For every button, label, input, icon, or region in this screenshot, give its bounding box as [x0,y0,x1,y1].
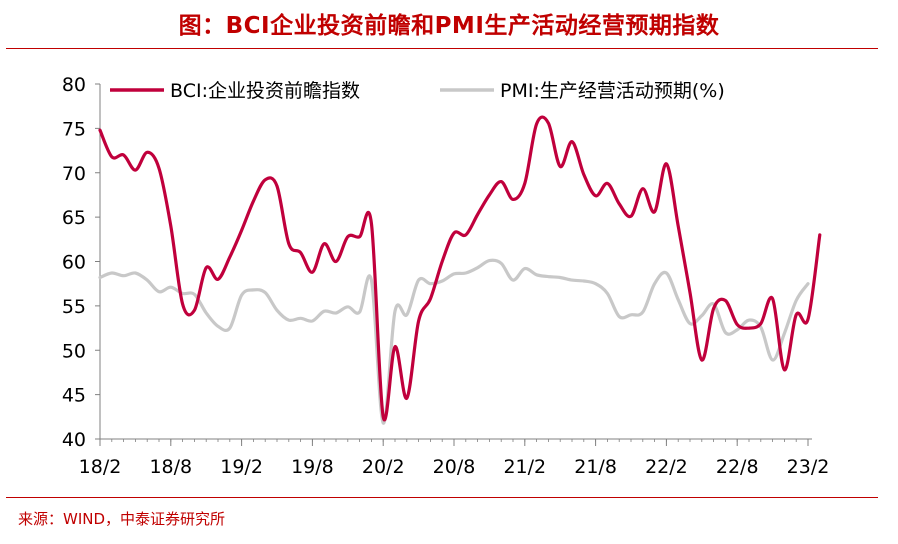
chart-legend: BCI:企业投资前瞻指数 PMI:生产经营活动预期(%) [110,80,725,102]
y-tick-label: 80 [62,74,86,96]
chart-axes: 40 45 50 55 60 65 70 75 80 18/2 18/8 19/2 19/8 20/2 20… [62,74,830,478]
y-tick-label: 45 [62,385,86,407]
x-tick-label: 21/8 [574,456,617,478]
x-tick-label: 19/8 [291,456,334,478]
y-tick-label: 65 [62,207,86,229]
x-tick-label: 18/8 [149,456,192,478]
y-tick-label: 70 [62,163,86,185]
y-tick-label: 75 [62,118,86,140]
legend-label: PMI:生产经营活动预期(%) [500,80,725,102]
x-tick-label: 22/2 [645,456,688,478]
page-title: 图：BCI企业投资前瞻和PMI生产活动经营预期指数 [178,13,720,39]
x-tick-label: 19/2 [220,456,263,478]
chart-series [98,115,822,425]
y-tick-label: 55 [62,296,86,318]
y-tick-label: 40 [62,429,86,451]
title-divider [6,48,878,49]
x-tick-label: 20/8 [433,456,476,478]
source-divider [6,497,878,498]
series-line-pmi [98,258,810,425]
y-tick-label: 50 [62,340,86,362]
x-tick-label: 23/2 [787,456,830,478]
x-tick-label: 18/2 [79,456,122,478]
y-tick-label: 60 [62,252,86,274]
source-note: 来源：WIND，中泰证券研究所 [18,510,226,528]
x-tick-label: 20/2 [362,456,405,478]
x-tick-label: 21/2 [503,456,546,478]
series-line-bci [98,115,822,422]
line-chart: 40 45 50 55 60 65 70 75 80 18/2 18/8 19/2 19/8 20/2 20… [62,74,830,478]
legend-label: BCI:企业投资前瞻指数 [170,80,360,102]
x-tick-label: 22/8 [716,456,759,478]
